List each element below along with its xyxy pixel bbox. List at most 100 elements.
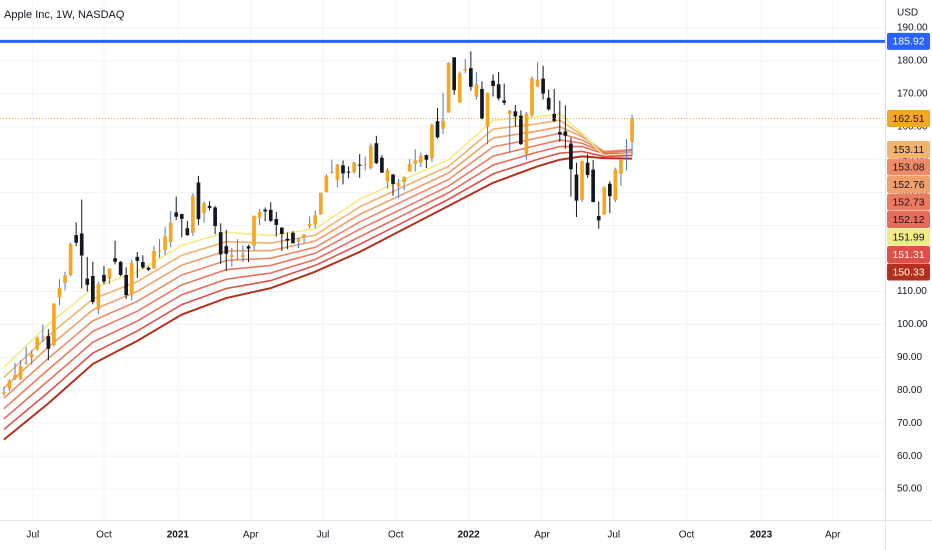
candle-body (446, 62, 451, 113)
ribbon-line (3, 155, 633, 441)
candle-body (157, 250, 162, 252)
y-tick-label: 100.00 (897, 319, 928, 330)
price-tag (887, 245, 930, 263)
candle-body (257, 211, 262, 218)
price-tag-label: 152.73 (892, 196, 924, 208)
candle-body (185, 228, 190, 236)
price-tag-label: 185.92 (892, 36, 924, 48)
candle-body (563, 131, 568, 136)
candle-body (380, 157, 384, 173)
candles (2, 51, 634, 396)
candle-body (113, 258, 117, 262)
candle-body (285, 238, 290, 241)
candle-body (274, 218, 279, 225)
candle-body (346, 171, 351, 173)
candle-body (241, 254, 245, 258)
price-tag (887, 140, 930, 158)
candle-body (363, 164, 368, 166)
candle-body (480, 88, 484, 119)
price-tag (887, 158, 930, 176)
price-tag (887, 110, 930, 128)
candle-body (235, 258, 240, 260)
candle-body (152, 250, 156, 269)
candle-body (196, 182, 201, 220)
y-tick-label: 180.00 (897, 56, 928, 67)
overlay (0, 39, 885, 120)
x-tick-label: Apr (243, 530, 259, 541)
ribbon (3, 112, 633, 441)
candle-body (485, 92, 490, 127)
x-tick-label: Jul (26, 530, 39, 541)
candle-body (407, 164, 412, 172)
x-tick-label: Apr (825, 530, 841, 541)
y-tick-label: 70.00 (897, 418, 922, 429)
candle-body (118, 261, 123, 275)
price-tag (887, 228, 930, 246)
candle-body (263, 209, 268, 212)
price-tags: 185.92 162.51 153.11 153.08 152.76 152.73 152.… (887, 32, 930, 281)
ribbon-line (3, 112, 633, 368)
price-tag (887, 175, 930, 193)
price-tag (887, 32, 930, 50)
y-tick-label: 90.00 (897, 352, 922, 363)
candle-body (385, 169, 390, 182)
candle-body (546, 97, 551, 110)
price-tag (887, 210, 930, 228)
candle-body (335, 164, 340, 181)
candle-body (280, 227, 284, 234)
candle-body (541, 78, 545, 94)
candle-body (207, 205, 212, 208)
candle-body (330, 171, 334, 173)
candle-body (191, 195, 195, 233)
candle-body (469, 68, 473, 87)
candle-body (57, 287, 62, 298)
candle-body (402, 176, 406, 183)
candle-body (85, 278, 90, 285)
candle-body (18, 365, 23, 380)
candle-body (168, 222, 173, 243)
candle-body (324, 175, 329, 193)
candle-body (307, 224, 312, 226)
candle-body (79, 233, 84, 256)
candle-body (218, 232, 223, 255)
candle-body (391, 174, 395, 184)
y-tick-label: 190.00 (897, 23, 928, 34)
candle-body (341, 165, 345, 174)
candle-body (213, 207, 217, 227)
candle-body (268, 209, 273, 221)
candle-body (424, 155, 429, 160)
candle-body (91, 275, 95, 302)
candle-body (163, 236, 167, 250)
x-tick-label: Oct (388, 530, 404, 541)
ribbon-line (3, 119, 633, 378)
candle-body (457, 73, 462, 103)
candle-body (202, 203, 206, 214)
candle-body (24, 362, 28, 364)
price-tag-label: 152.76 (892, 179, 924, 191)
candle-body (135, 256, 140, 261)
candle-body (13, 374, 17, 379)
candle-body (596, 216, 601, 221)
currency-label: USD (897, 8, 918, 19)
y-tick-label: 50.00 (897, 484, 922, 495)
candle-body (179, 214, 184, 219)
y-tick-label: 60.00 (897, 451, 922, 462)
y-tick-label: 170.00 (897, 88, 928, 99)
candle-body (224, 246, 229, 254)
y-tick-label: 80.00 (897, 385, 922, 396)
candle-body (613, 169, 618, 200)
candle-body (296, 239, 301, 242)
candle-body (418, 155, 423, 164)
price-tag-label: 153.08 (892, 161, 924, 173)
candle-body (435, 121, 440, 138)
candle-body (574, 174, 579, 201)
candle-body (252, 215, 256, 246)
x-tick-label: 2021 (167, 530, 190, 541)
chart-title: Apple Inc, 1W, NASDAQ (4, 9, 125, 21)
candle-body (246, 246, 251, 249)
axes: 50.0060.0070.0080.0090.00100.00110.00120… (26, 23, 928, 541)
candle-body (496, 84, 501, 99)
candle-body (35, 337, 40, 350)
